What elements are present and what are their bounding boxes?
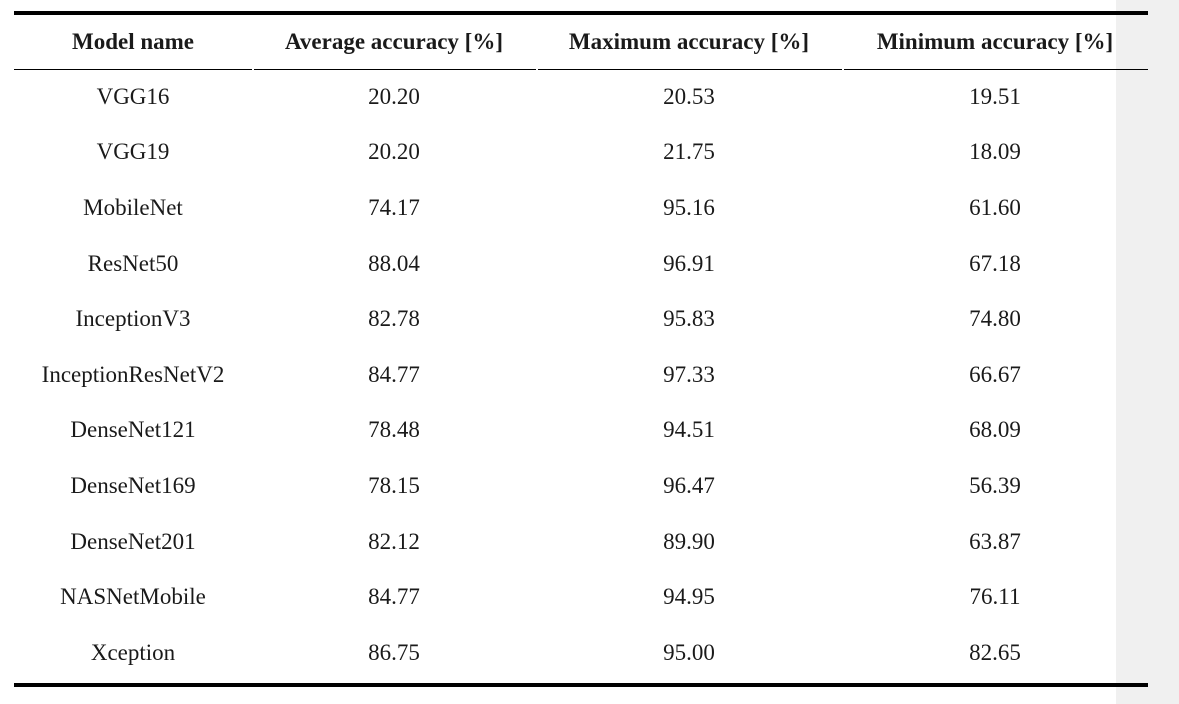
maximum-accuracy-cell: 94.51: [663, 417, 715, 443]
table-row: InceptionV3 82.78 95.83 74.80: [14, 291, 1148, 347]
average-accuracy-cell: 84.77: [368, 584, 420, 610]
minimum-accuracy-cell: 18.09: [969, 139, 1021, 165]
minimum-accuracy-cell: 61.60: [969, 194, 1021, 220]
model-name-cell: ResNet50: [87, 250, 179, 276]
table-row: NASNetMobile 84.77 94.95 76.11: [14, 569, 1148, 625]
accuracy-table: Model name Average accuracy [%] Maximum …: [14, 15, 1148, 681]
maximum-accuracy-cell: 95.00: [663, 639, 715, 665]
header-underline-minimum: [844, 69, 1148, 70]
minimum-accuracy-cell: 19.51: [969, 83, 1021, 109]
table-row: DenseNet121 78.48 94.51 68.09: [14, 403, 1148, 459]
column-header-maximum-accuracy: Maximum accuracy [%]: [568, 29, 810, 54]
header-underline-average: [254, 69, 536, 70]
model-name-cell: InceptionV3: [75, 306, 191, 332]
minimum-accuracy-cell: 66.67: [969, 361, 1021, 387]
average-accuracy-cell: 20.20: [368, 83, 420, 109]
minimum-accuracy-cell: 74.80: [969, 306, 1021, 332]
model-name-cell: DenseNet121: [70, 417, 196, 443]
average-accuracy-cell: 88.04: [368, 250, 420, 276]
minimum-accuracy-cell: 63.87: [969, 528, 1021, 554]
average-accuracy-cell: 82.12: [368, 528, 420, 554]
model-name-cell: Xception: [90, 639, 176, 665]
model-name-cell: MobileNet: [83, 194, 183, 220]
minimum-accuracy-cell: 82.65: [969, 639, 1021, 665]
table-row: ResNet50 88.04 96.91 67.18: [14, 236, 1148, 292]
maximum-accuracy-cell: 96.91: [663, 250, 715, 276]
column-header-minimum-accuracy: Minimum accuracy [%]: [876, 29, 1114, 54]
maximum-accuracy-cell: 21.75: [663, 139, 715, 165]
average-accuracy-cell: 82.78: [368, 306, 420, 332]
average-accuracy-cell: 84.77: [368, 361, 420, 387]
model-name-cell: DenseNet201: [70, 528, 196, 554]
model-name-cell: VGG19: [96, 139, 170, 165]
header-underline-maximum: [538, 69, 842, 70]
table-row: Xception 86.75 95.00 82.65: [14, 625, 1148, 681]
model-name-cell: NASNetMobile: [60, 584, 206, 610]
maximum-accuracy-cell: 97.33: [663, 361, 715, 387]
header-underline-model: [14, 69, 252, 70]
average-accuracy-cell: 86.75: [368, 639, 420, 665]
maximum-accuracy-cell: 94.95: [663, 584, 715, 610]
column-header-average-accuracy: Average accuracy [%]: [285, 29, 503, 54]
minimum-accuracy-cell: 76.11: [969, 584, 1021, 610]
table-row: VGG19 20.20 21.75 18.09: [14, 125, 1148, 181]
maximum-accuracy-cell: 95.83: [663, 306, 715, 332]
minimum-accuracy-cell: 56.39: [969, 472, 1021, 498]
model-name-cell: InceptionResNetV2: [41, 361, 225, 387]
table-row: DenseNet201 82.12 89.90 63.87: [14, 514, 1148, 570]
maximum-accuracy-cell: 89.90: [663, 528, 715, 554]
column-header-model-name: Model name: [71, 29, 194, 54]
model-name-cell: DenseNet169: [70, 472, 196, 498]
table-row: MobileNet 74.17 95.16 61.60: [14, 180, 1148, 236]
table-row: VGG16 20.20 20.53 19.51: [14, 69, 1148, 125]
minimum-accuracy-cell: 68.09: [969, 417, 1021, 443]
model-name-cell: VGG16: [96, 83, 170, 109]
average-accuracy-cell: 20.20: [368, 139, 420, 165]
maximum-accuracy-cell: 96.47: [663, 472, 715, 498]
table-row: InceptionResNetV2 84.77 97.33 66.67: [14, 347, 1148, 403]
minimum-accuracy-cell: 67.18: [969, 250, 1021, 276]
average-accuracy-cell: 74.17: [368, 194, 420, 220]
header-row: Model name Average accuracy [%] Maximum …: [14, 15, 1148, 69]
average-accuracy-cell: 78.15: [368, 472, 420, 498]
side-margin: [1116, 0, 1179, 704]
maximum-accuracy-cell: 95.16: [663, 194, 715, 220]
table-row: DenseNet169 78.15 96.47 56.39: [14, 458, 1148, 514]
average-accuracy-cell: 78.48: [368, 417, 420, 443]
maximum-accuracy-cell: 20.53: [663, 83, 715, 109]
table-bottom-rule: [14, 683, 1148, 687]
table-top-rule: [14, 11, 1148, 15]
